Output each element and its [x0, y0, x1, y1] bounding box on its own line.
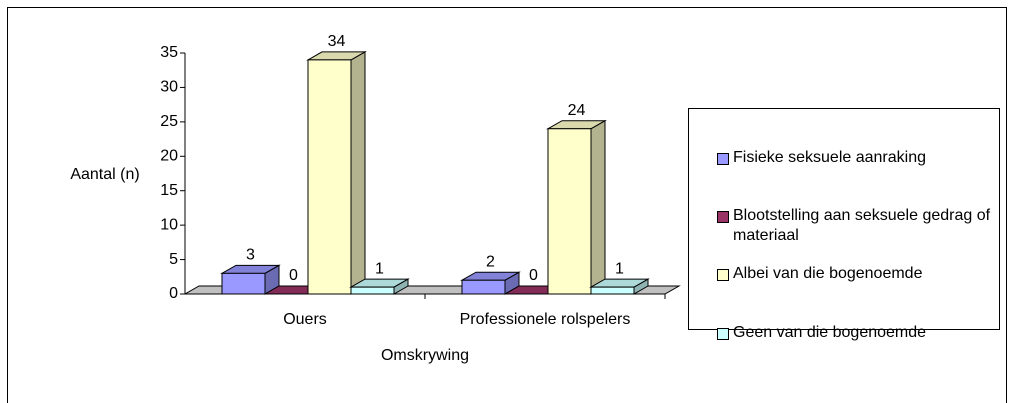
- bar: [306, 51, 367, 295]
- bar-front: [547, 128, 592, 295]
- x-tick-label: Ouers: [283, 311, 327, 328]
- legend-label: Geen van die bogenoemde: [733, 324, 927, 341]
- value-label: 0: [289, 267, 298, 284]
- legend-entry: Geen van die bogenoemde: [717, 323, 1003, 343]
- chart-border: [7, 7, 1007, 403]
- legend-entry: Fisieke seksuele aanraking: [717, 148, 1003, 168]
- bar-front: [221, 272, 266, 295]
- bar-side: [350, 51, 366, 295]
- value-label: 2: [486, 253, 495, 270]
- y-axis-title: Aantal (n): [70, 166, 139, 183]
- value-label: 34: [328, 33, 346, 50]
- bar-front: [461, 279, 506, 295]
- y-tick-label: 35: [160, 44, 178, 61]
- legend-swatch: [717, 328, 729, 340]
- bar-side: [590, 119, 606, 295]
- y-tick-label: 10: [160, 216, 178, 233]
- bar: [546, 119, 607, 295]
- legend-entry: Blootstelling aan seksuele gedrag of mat…: [717, 206, 1003, 246]
- legend: Fisieke seksuele aanraking Blootstelling …: [688, 108, 1003, 341]
- bar: [589, 278, 650, 295]
- bar: [460, 271, 521, 295]
- y-tick-label: 30: [160, 79, 178, 96]
- bar-front: [307, 59, 352, 295]
- legend-label: Blootstelling aan seksuele gedrag of mat…: [733, 207, 991, 244]
- bar: [349, 278, 410, 295]
- bar-front: [590, 286, 635, 295]
- x-axis-title: Omskrywing: [381, 347, 469, 364]
- y-tick-label: 5: [169, 251, 178, 268]
- bar-front: [350, 286, 395, 295]
- legend-label: Albei van die bogenoemde: [733, 265, 923, 282]
- y-tick-label: 25: [160, 113, 178, 130]
- value-label: 24: [568, 102, 586, 119]
- legend-swatch: [717, 153, 729, 165]
- y-tick-label: 0: [169, 285, 178, 302]
- legend-entry: Albei van die bogenoemde: [717, 264, 1003, 284]
- value-label: 0: [529, 267, 538, 284]
- bar: [220, 264, 281, 295]
- legend-label: Fisieke seksuele aanraking: [733, 149, 926, 166]
- value-label: 3: [246, 247, 255, 264]
- value-label: 1: [375, 260, 384, 277]
- x-tick-label: Professionele rolspelers: [460, 311, 631, 328]
- y-tick-label: 15: [160, 182, 178, 199]
- value-label: 1: [615, 260, 624, 277]
- y-tick-label: 20: [160, 148, 178, 165]
- legend-swatch: [717, 211, 729, 223]
- legend-swatch: [717, 269, 729, 281]
